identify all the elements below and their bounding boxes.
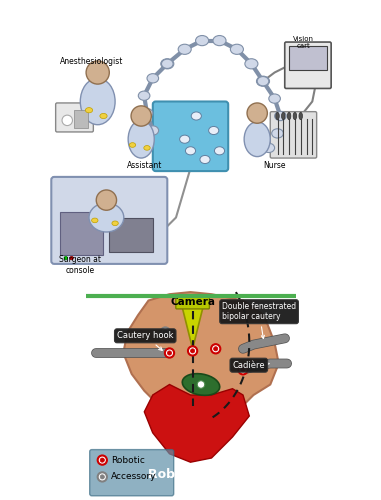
Ellipse shape [191,112,202,120]
Bar [75,110,88,128]
Ellipse shape [244,122,270,156]
Circle shape [64,256,67,260]
Circle shape [131,106,151,126]
Ellipse shape [256,76,269,86]
Ellipse shape [200,156,210,164]
Circle shape [62,115,72,126]
Ellipse shape [195,36,209,46]
FancyBboxPatch shape [153,102,228,171]
Ellipse shape [282,112,285,119]
Bar [109,218,153,252]
Text: Double fenestrated
bipolar cautery: Double fenestrated bipolar cautery [222,302,296,339]
Ellipse shape [179,135,190,143]
Circle shape [96,190,117,210]
Ellipse shape [276,112,279,119]
Ellipse shape [144,146,150,150]
Circle shape [197,380,205,388]
Polygon shape [144,384,249,462]
Text: Cadière: Cadière [232,360,269,370]
Ellipse shape [161,58,174,69]
Circle shape [86,61,109,84]
Ellipse shape [129,142,136,148]
Ellipse shape [287,112,291,119]
Ellipse shape [178,44,191,54]
Ellipse shape [272,129,283,138]
Circle shape [190,349,195,353]
Ellipse shape [209,126,219,134]
Ellipse shape [147,126,158,135]
Circle shape [163,330,167,334]
Ellipse shape [85,108,93,113]
Text: Robotic: Robotic [111,456,144,464]
Circle shape [188,346,197,356]
Text: Cautery hook: Cautery hook [117,332,173,350]
FancyBboxPatch shape [285,42,331,88]
Ellipse shape [231,44,243,54]
Text: Nurse: Nurse [263,161,285,170]
Text: Assistant: Assistant [127,161,162,170]
Circle shape [100,475,104,479]
Circle shape [98,472,107,482]
Circle shape [239,365,248,374]
Ellipse shape [141,108,153,118]
Ellipse shape [182,374,220,396]
Text: Surgeon at
console: Surgeon at console [59,255,101,274]
Ellipse shape [263,144,275,152]
Ellipse shape [162,59,173,69]
Ellipse shape [186,146,195,155]
Ellipse shape [293,112,297,119]
Circle shape [165,348,174,358]
Ellipse shape [112,221,118,226]
Text: Accessory: Accessory [111,472,156,482]
Circle shape [214,346,218,351]
Ellipse shape [147,74,158,83]
Bar [60,212,104,255]
FancyBboxPatch shape [51,177,167,264]
Ellipse shape [213,36,226,46]
Ellipse shape [100,114,107,118]
Ellipse shape [215,146,224,155]
Circle shape [241,368,245,372]
Circle shape [247,103,267,123]
Text: Robotic cart: Robotic cart [148,468,233,481]
Ellipse shape [245,58,258,69]
Ellipse shape [257,76,269,86]
Circle shape [167,351,171,355]
FancyBboxPatch shape [56,103,93,132]
Text: Camera: Camera [170,297,215,307]
Circle shape [98,456,107,464]
FancyBboxPatch shape [90,450,174,496]
Text: Vision
cart: Vision cart [293,36,314,49]
Ellipse shape [91,218,98,222]
Ellipse shape [299,112,303,119]
Circle shape [100,458,104,462]
Circle shape [161,328,170,336]
Ellipse shape [89,203,124,232]
Bar [289,46,327,70]
Ellipse shape [275,112,286,120]
Polygon shape [182,307,203,349]
Ellipse shape [138,91,150,101]
Circle shape [211,344,220,354]
FancyBboxPatch shape [270,112,317,158]
Ellipse shape [269,94,280,103]
Ellipse shape [80,78,115,124]
Polygon shape [123,292,279,420]
FancyBboxPatch shape [176,295,210,309]
Ellipse shape [128,120,154,158]
Text: Anesthesiologist: Anesthesiologist [60,57,123,66]
Circle shape [70,256,73,260]
